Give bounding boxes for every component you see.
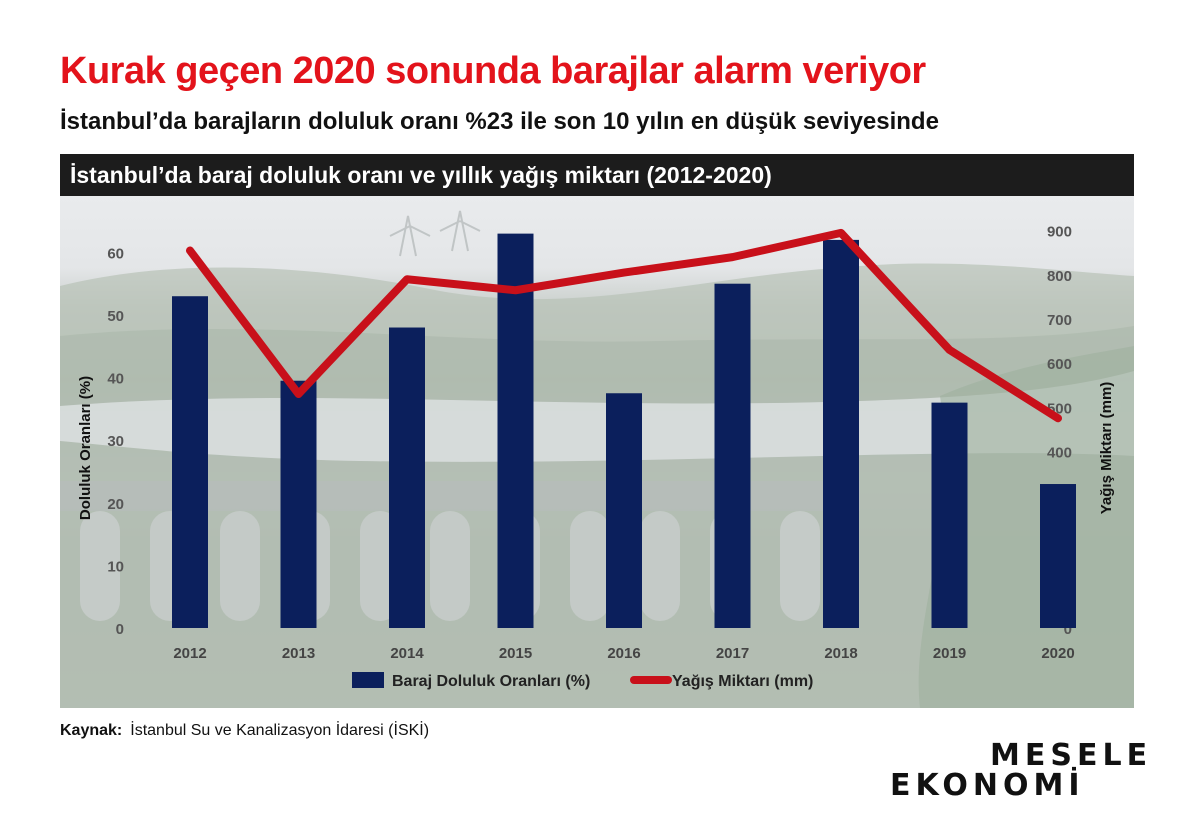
bar-2020 <box>1040 484 1076 628</box>
y-left-tick-label: 20 <box>107 496 124 513</box>
bar-2012 <box>172 296 208 628</box>
legend: Baraj Doluluk Oranları (%) Yağış Miktarı … <box>352 672 813 690</box>
y-left-tick-label: 40 <box>107 371 124 388</box>
y-right-tick-label: 700 <box>1047 312 1072 329</box>
y-right-tick-label: 0 <box>1064 621 1072 638</box>
rainfall-point-2018 <box>840 231 842 234</box>
x-tick-label: 2013 <box>282 645 315 662</box>
y-left-tick-label: 10 <box>107 558 124 575</box>
bar-2017 <box>714 283 751 628</box>
bar-2019 <box>931 402 968 628</box>
y-left-tick-label: 60 <box>107 245 124 262</box>
line-series <box>186 228 1062 423</box>
y-right-tick-label: 900 <box>1047 224 1072 241</box>
y-left-tick-label: 30 <box>107 433 124 450</box>
y-axis-label-right: Yağış Miktarı (mm) <box>1098 382 1115 515</box>
x-tick-label: 2016 <box>607 645 640 662</box>
logo-word-ekonomi: EKONOMİ <box>890 768 1085 803</box>
chart-header-bar: İstanbul’da baraj doluluk oranı ve yıllı… <box>60 154 1134 196</box>
rainfall-point-2012 <box>189 249 191 252</box>
rainfall-point-2019 <box>948 348 951 351</box>
source-label: Kaynak: <box>60 722 123 739</box>
brand-logo: MESELE EKONOMİ <box>890 738 1147 808</box>
rainfall-point-2016 <box>623 271 625 274</box>
y-left-tick-label: 0 <box>116 621 124 638</box>
y-axis-label-left: Doluluk Oranları (%) <box>77 376 94 520</box>
bar-series <box>172 233 1076 628</box>
y-left-tick-label: 50 <box>107 308 124 325</box>
bar-2018 <box>823 239 859 628</box>
logo-word-mesele: MESELE <box>990 738 1153 773</box>
chart-header-text: İstanbul’da baraj doluluk oranı ve yıllı… <box>70 162 772 188</box>
x-tick-label: 2015 <box>499 645 532 662</box>
rainfall-point-2015 <box>514 289 517 292</box>
chart-title: Kurak geçen 2020 sonunda barajlar alarm … <box>60 50 926 92</box>
bar-2014 <box>389 327 425 628</box>
rainfall-point-2013 <box>297 393 300 396</box>
rainfall-point-2020 <box>1057 417 1059 420</box>
x-tick-label: 2018 <box>824 645 857 662</box>
bar-2016 <box>606 393 642 628</box>
bar-2015 <box>497 233 534 628</box>
legend-line-label: Yağış Miktarı (mm) <box>672 673 813 690</box>
legend-bar-swatch <box>352 672 384 688</box>
left-axis-ticks: 0 10 20 30 40 50 60 <box>107 245 124 638</box>
x-tick-label: 2019 <box>933 645 966 662</box>
x-tick-label: 2020 <box>1041 645 1074 662</box>
background-photo <box>60 210 1134 708</box>
x-tick-label: 2014 <box>390 645 424 662</box>
y-right-tick-label: 800 <box>1047 268 1072 285</box>
source-text: İstanbul Su ve Kanalizasyon İdaresi (İSK… <box>130 722 430 739</box>
rainfall-point-2017 <box>731 256 734 259</box>
y-right-tick-label: 600 <box>1047 356 1072 373</box>
source-note: Kaynak: İstanbul Su ve Kanalizasyon İdare… <box>60 722 429 740</box>
x-tick-label: 2017 <box>716 645 749 662</box>
chart-subtitle: İstanbul’da barajların doluluk oranı %23… <box>60 108 939 135</box>
legend-bar-label: Baraj Doluluk Oranları (%) <box>392 673 590 690</box>
rainfall-point-2014 <box>406 278 408 281</box>
y-right-tick-label: 400 <box>1047 444 1072 461</box>
bar-2013 <box>280 380 317 628</box>
x-tick-label: 2012 <box>173 645 206 662</box>
x-axis-ticks: 2012 2013 2014 2015 2016 2017 2018 2019 2020 <box>173 645 1074 662</box>
